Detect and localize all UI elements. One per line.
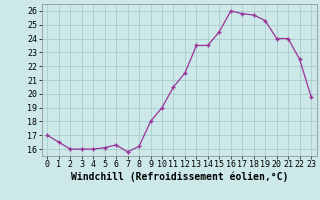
X-axis label: Windchill (Refroidissement éolien,°C): Windchill (Refroidissement éolien,°C) [70,172,288,182]
